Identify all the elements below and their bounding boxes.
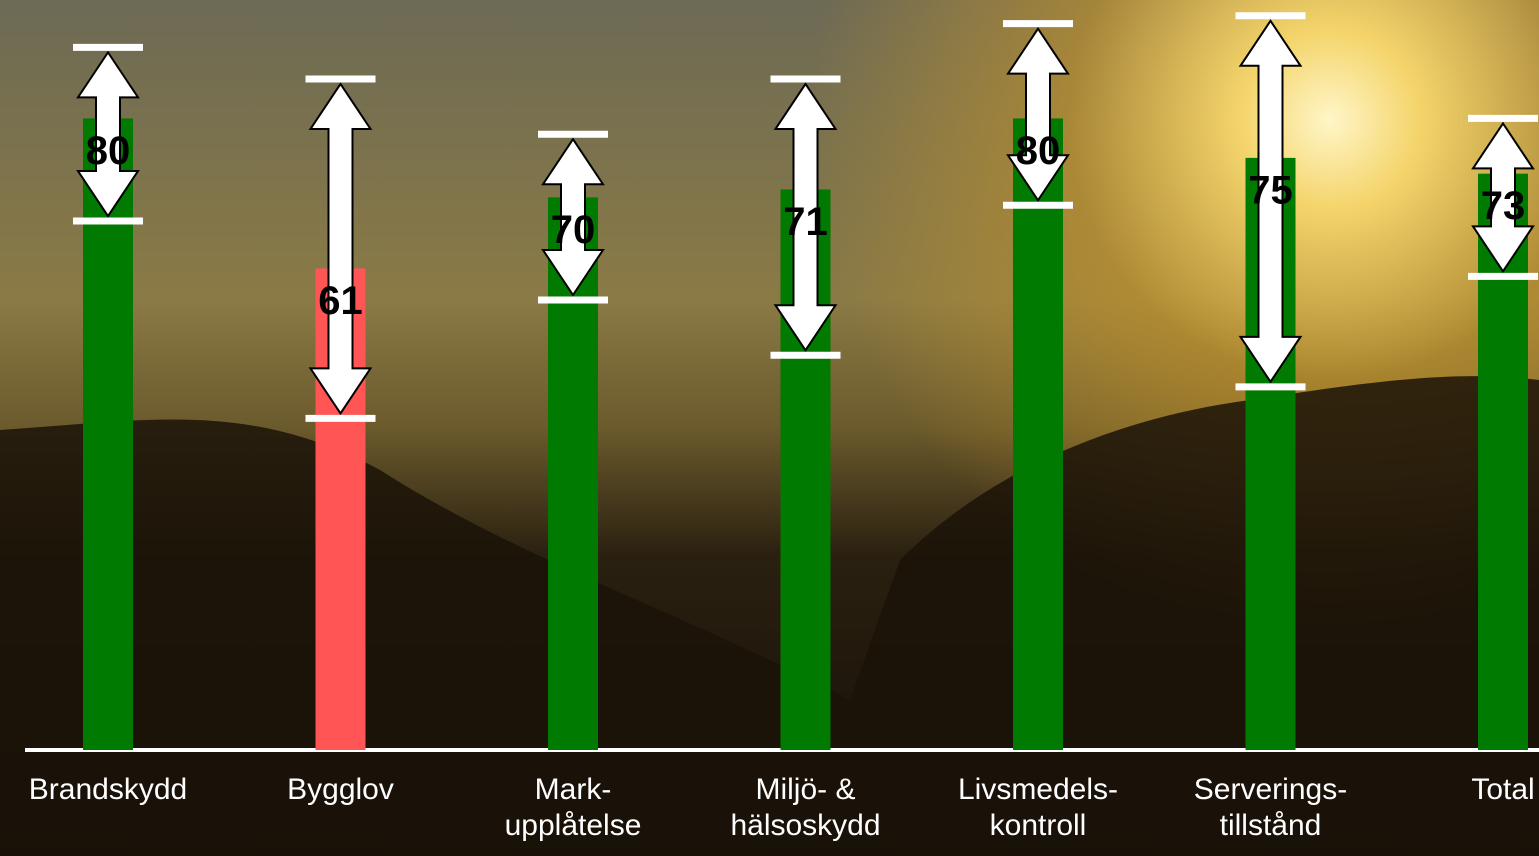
category-label: Mark- upplåtelse <box>458 772 688 844</box>
category-label: Bygglov <box>226 772 456 808</box>
value-label: 71 <box>783 200 828 244</box>
slide: 80 61 70 71 80 75 73 BrandskyddBygglovMark- up… <box>0 0 1539 856</box>
value-label: 61 <box>318 279 363 323</box>
value-label: 73 <box>1481 184 1526 228</box>
bar <box>1013 118 1063 750</box>
category-label: Miljö- & hälsoskydd <box>691 772 921 844</box>
value-label: 75 <box>1248 168 1293 212</box>
value-label: 80 <box>1016 129 1061 173</box>
value-label: 80 <box>86 129 131 173</box>
category-label: Brandskydd <box>0 772 223 808</box>
value-label: 70 <box>551 208 596 252</box>
category-label: Serverings- tillstånd <box>1156 772 1386 844</box>
category-label: Total <box>1388 772 1539 808</box>
category-label: Livsmedels- kontroll <box>923 772 1153 844</box>
chart: 80 61 70 71 80 75 73 <box>0 0 1539 856</box>
